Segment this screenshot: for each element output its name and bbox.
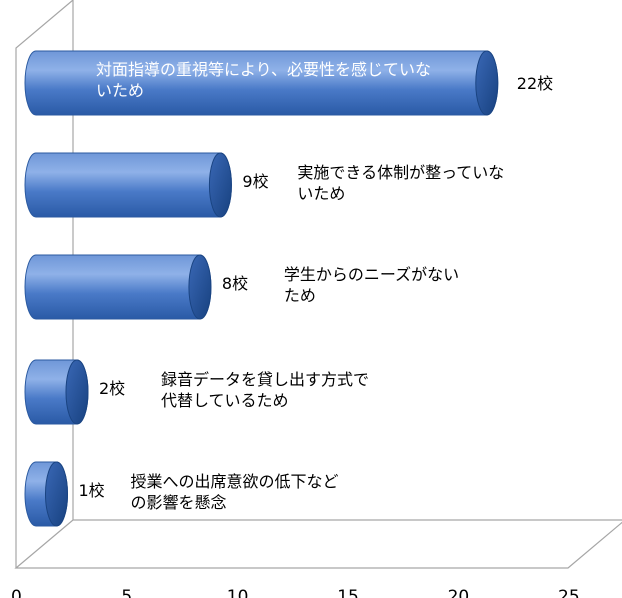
value-label: 1校 <box>78 481 104 500</box>
x-tick-label: 15 <box>337 587 359 598</box>
category-label-line: 授業への出席意欲の低下など <box>130 472 338 491</box>
value-label: 9校 <box>242 172 268 191</box>
x-axis-ticks: 0 5 10 15 20 25 <box>11 587 580 598</box>
x-tick-label: 20 <box>448 587 470 598</box>
x-tick-label: 0 <box>11 587 22 598</box>
floor <box>14 519 622 569</box>
bar-end-cap <box>188 254 212 320</box>
x-tick-label: 25 <box>558 587 580 598</box>
category-label-line: いため <box>297 184 345 203</box>
bars-group <box>24 50 499 527</box>
category-label-line: いため <box>96 81 144 100</box>
bar-end-cap <box>44 461 68 527</box>
category-label-line: 対面指導の重視等により、必要性を感じていな <box>96 60 431 79</box>
value-label: 2校 <box>99 379 125 398</box>
value-label: 8校 <box>222 274 248 293</box>
category-label-line: 代替しているため <box>161 391 289 410</box>
bar-end-cap <box>65 359 89 425</box>
category-label-line: 録音データを貸し出す方式で <box>161 370 369 389</box>
category-label-line: ため <box>284 286 316 305</box>
bar-end-cap <box>475 50 499 116</box>
x-tick-label: 5 <box>121 587 132 598</box>
bar <box>24 254 212 320</box>
bar <box>24 152 232 218</box>
value-label: 22校 <box>517 74 553 93</box>
category-label-line: の影響を懸念 <box>130 493 226 512</box>
x-tick-label: 10 <box>227 587 249 598</box>
category-label-line: 学生からのニーズがない <box>284 265 459 284</box>
bar-end-cap <box>208 152 232 218</box>
category-label-line: 実施できる体制が整っていな <box>297 163 504 182</box>
